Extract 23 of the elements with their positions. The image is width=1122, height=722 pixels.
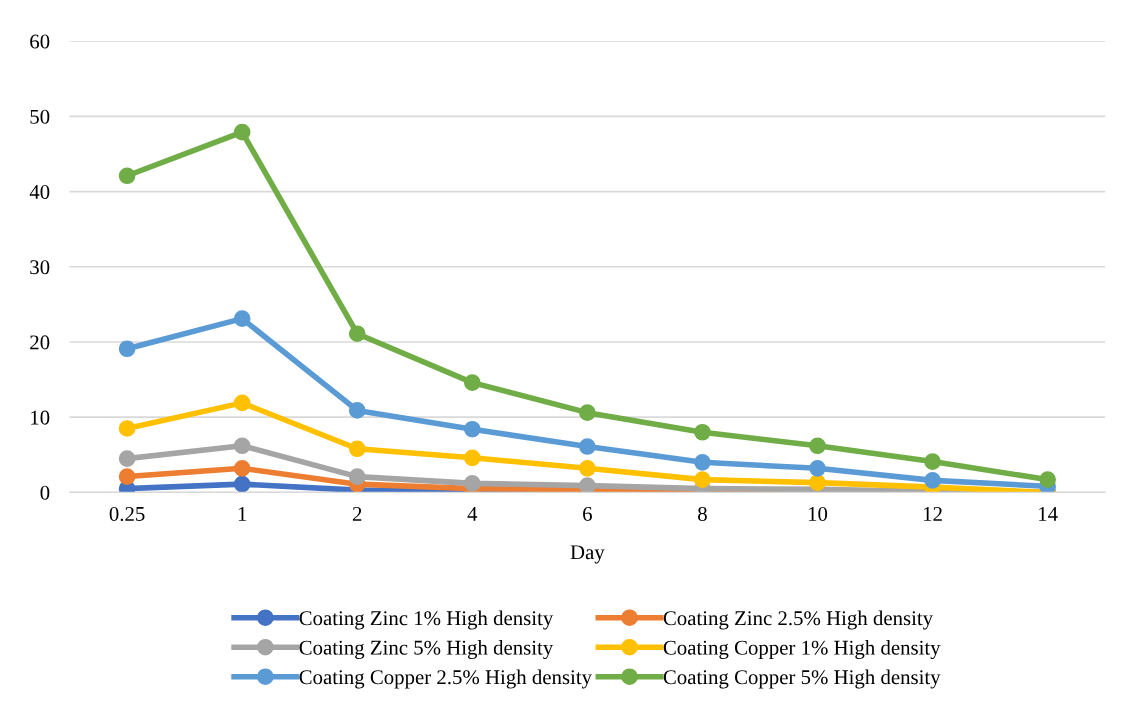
x-tick-label: 2 [352,506,362,521]
x-tick-label: 10 [808,506,828,521]
y-tick-label: 60 [30,34,50,49]
y-tick-label: 20 [30,335,50,350]
x-tick-label: 14 [1039,507,1058,521]
x-tick-label: 0.25 [109,506,145,522]
legend-label: Coating Zinc 5% High density [299,640,554,659]
y-tick-label: 10 [31,410,50,425]
x-tick-label: 6 [583,506,592,521]
x-tick-label: 12 [923,506,942,521]
x-tick-label: 1 [238,507,247,521]
y-tick-label: 30 [30,260,50,275]
x-tick-label: 4 [467,507,478,521]
y-tick-label: 40 [29,184,50,199]
legend-label: Coating Copper 2.5% High density [299,669,592,689]
y-tick-label: 0 [40,485,50,500]
x-tick-label: 8 [698,506,707,521]
legend-label: Coating Zinc 2.5% High density [663,610,934,630]
legend-label: Coating Zinc 1% High density [299,610,554,630]
y-tick-label: 50 [30,109,50,124]
legend-label: Coating Copper 1% High density [663,640,941,659]
legend-label: Coating Copper 5% High density [663,669,941,689]
x-axis-title: Day [570,545,605,564]
